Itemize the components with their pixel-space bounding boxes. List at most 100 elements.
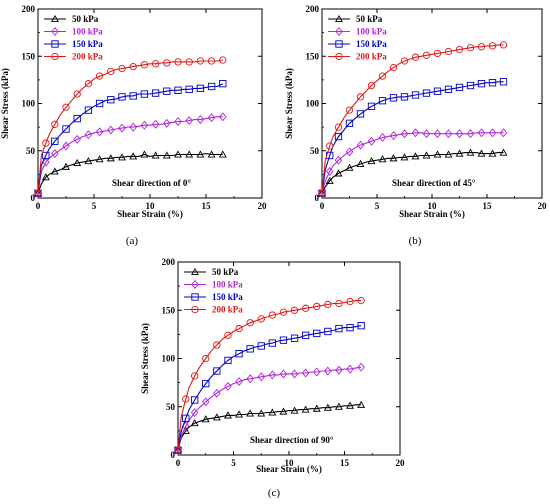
data-point <box>488 149 497 157</box>
data-point <box>257 372 266 382</box>
data-point <box>107 125 115 135</box>
data-point <box>62 162 70 170</box>
data-point <box>335 365 343 375</box>
data-point <box>73 158 82 167</box>
data-point <box>185 58 193 66</box>
data-point <box>118 64 126 73</box>
data-point <box>174 150 182 158</box>
data-point <box>499 78 508 86</box>
panel-caption: (b) <box>409 235 422 247</box>
data-point <box>62 141 70 151</box>
y-tick-label: 200 <box>306 4 320 14</box>
data-point <box>174 86 182 94</box>
data-point <box>444 150 453 158</box>
data-point <box>433 150 442 158</box>
data-point <box>466 129 475 139</box>
data-point <box>323 403 332 411</box>
data-point <box>400 129 409 139</box>
legend-label: 50 kPa <box>212 267 239 277</box>
data-point <box>118 123 126 133</box>
data-point <box>325 176 334 185</box>
data-point <box>174 116 182 126</box>
series-50-kpa <box>174 400 366 454</box>
data-point <box>218 150 227 158</box>
legend: 50 kPa 100 kPa 150 kPa 200 kPa <box>44 14 103 62</box>
data-point <box>312 404 321 412</box>
data-point <box>357 296 365 305</box>
data-point <box>313 329 321 338</box>
data-point <box>163 87 171 95</box>
series-line <box>321 81 504 194</box>
data-point <box>318 188 326 198</box>
legend-marker <box>51 52 59 61</box>
y-tick-label: 150 <box>162 305 176 315</box>
data-point <box>378 97 387 105</box>
y-tick-label: 200 <box>22 4 36 14</box>
data-point <box>367 81 376 90</box>
data-point <box>51 149 59 159</box>
data-point <box>219 80 227 88</box>
data-point <box>400 93 409 101</box>
data-point <box>268 311 276 319</box>
data-point <box>367 136 376 146</box>
data-point <box>257 409 266 417</box>
data-point <box>433 129 442 139</box>
legend-marker <box>191 293 199 301</box>
data-point <box>129 62 137 71</box>
data-point <box>185 85 193 93</box>
legend-label: 150 kPa <box>72 39 103 49</box>
legend-marker <box>51 14 59 23</box>
y-tick-label: 0 <box>31 193 36 203</box>
panel-caption: (a) <box>126 235 139 247</box>
data-point <box>389 154 398 162</box>
data-point <box>279 369 288 379</box>
data-point <box>345 106 354 114</box>
panel-caption: (c) <box>268 487 281 499</box>
data-point <box>488 79 497 87</box>
data-point <box>163 118 171 128</box>
legend-label: 50 kPa <box>356 14 383 24</box>
data-point <box>290 334 299 342</box>
data-point <box>118 93 126 101</box>
legend-label: 150 kPa <box>212 292 243 302</box>
x-tick-label: 15 <box>483 201 493 211</box>
series-line <box>177 325 362 451</box>
data-point <box>433 87 442 95</box>
data-point <box>62 103 70 111</box>
y-tick-label: 50 <box>166 402 176 412</box>
data-point <box>345 147 354 157</box>
legend-label: 50 kPa <box>72 14 99 24</box>
data-point <box>411 91 420 99</box>
data-point <box>367 157 376 165</box>
data-point <box>42 151 50 160</box>
legend-marker <box>191 280 199 289</box>
data-point <box>118 153 126 161</box>
legend-label: 200 kPa <box>212 305 243 315</box>
data-point <box>84 80 93 88</box>
data-point <box>95 155 104 163</box>
data-point <box>196 115 205 125</box>
data-point <box>346 297 354 306</box>
data-point <box>162 151 171 159</box>
data-point <box>411 128 420 138</box>
data-point <box>174 446 182 454</box>
data-point <box>224 356 232 365</box>
data-point <box>422 151 431 159</box>
legend-marker <box>191 267 199 276</box>
data-point <box>196 57 205 65</box>
data-point <box>129 92 137 100</box>
data-point <box>201 397 210 407</box>
data-point <box>389 63 398 72</box>
data-point <box>290 406 299 414</box>
data-point <box>235 350 243 358</box>
data-point <box>268 339 276 347</box>
data-point <box>129 122 137 132</box>
data-point <box>84 157 93 165</box>
shear-direction-annotation: Shear direction of 90° <box>250 435 334 445</box>
x-tick-label: 0 <box>36 201 41 211</box>
data-point <box>224 381 232 391</box>
legend-marker <box>51 27 59 36</box>
data-point <box>62 125 70 133</box>
data-point <box>357 400 366 408</box>
data-point <box>73 90 81 98</box>
